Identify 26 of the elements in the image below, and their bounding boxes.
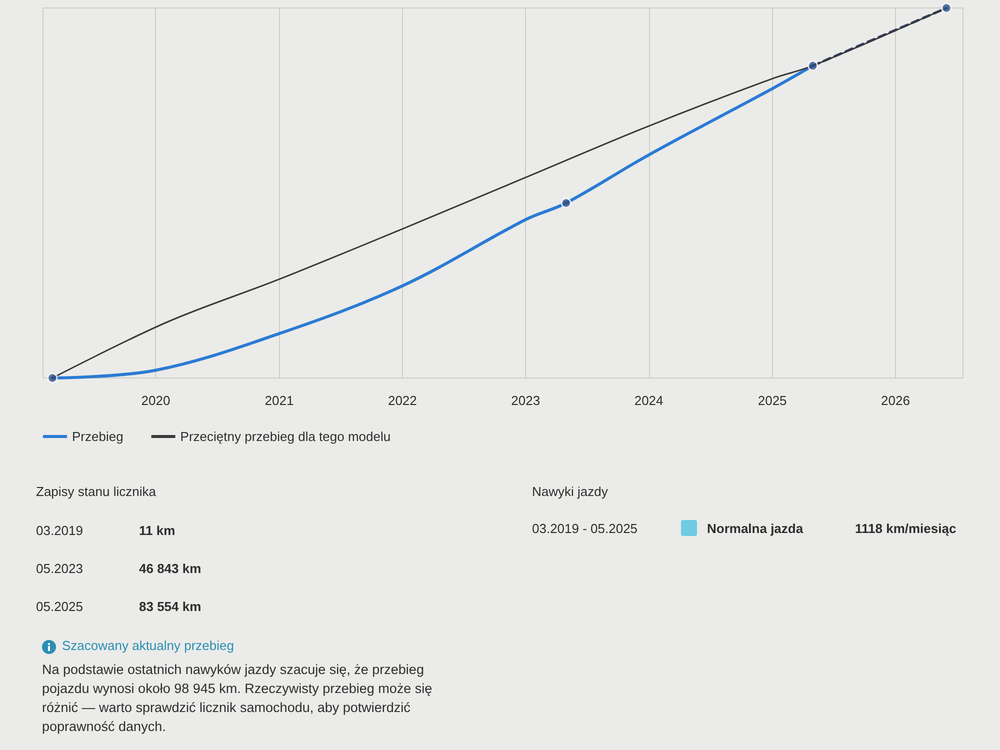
- x-tick-label: 2021: [264, 393, 294, 408]
- text: 05.2025: [36, 599, 83, 614]
- text: Zapisy stanu licznika: [36, 484, 156, 499]
- text: Normalna jazda: [707, 521, 804, 536]
- text: 1118 km/miesiąc: [855, 521, 956, 536]
- text: 11 km: [139, 523, 176, 538]
- point: [47, 372, 58, 384]
- text: Na podstawie ostatnich nawyków jazdy szacuje się, że przebieg pojazdu wynosi około 98 945 km. Rzeczywisty przebieg może się różnić — warto sprawdzić licznik samochodu, aby potwierdzić poprawność danych.: [42, 662, 432, 734]
- point: [808, 60, 818, 71]
- text: 83 554 km: [139, 599, 202, 614]
- x-tick-label: 2025: [758, 393, 787, 408]
- x-tick-label: 2022: [388, 393, 417, 408]
- text: Nawyki jazdy: [532, 484, 608, 499]
- point: [560, 198, 572, 208]
- x-tick-label: 2023: [511, 393, 540, 408]
- x-tick-label: 2024: [634, 393, 664, 408]
- x-tick-label: 2026: [881, 393, 910, 408]
- text: 03.2019: [36, 523, 83, 538]
- text: 46 843 km: [139, 561, 202, 576]
- x-tick-label: 2020: [141, 393, 170, 408]
- legend-label: Przebieg: [72, 429, 124, 444]
- text: 05.2023: [36, 561, 83, 576]
- text: 03.2019 - 05.2025: [532, 521, 638, 536]
- legend-label: Przeciętny przebieg dla tego modelu: [180, 429, 391, 444]
- text: Szacowany aktualny przebieg: [62, 638, 234, 653]
- point: [941, 2, 952, 14]
